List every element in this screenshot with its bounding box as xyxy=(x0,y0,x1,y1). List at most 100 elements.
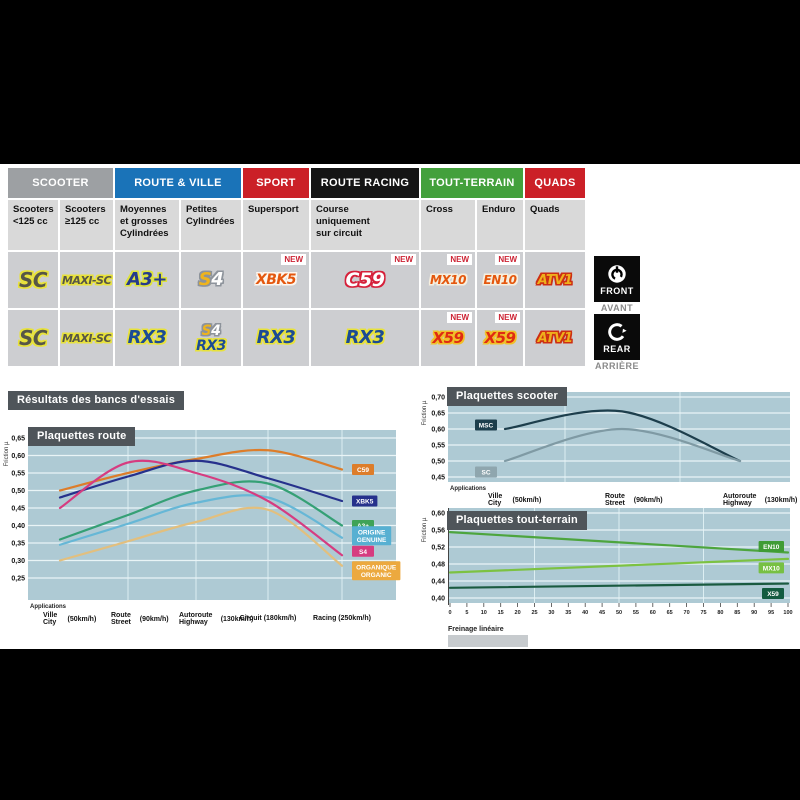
svg-text:Highway: Highway xyxy=(723,500,752,507)
front-label: FRONT xyxy=(600,285,634,296)
cell-rear-5: RX3 xyxy=(311,310,419,366)
new-badge: NEW xyxy=(281,254,306,265)
svg-text:25: 25 xyxy=(531,610,537,616)
logo-sc: SC xyxy=(18,268,48,292)
svg-text:75: 75 xyxy=(700,610,706,616)
column-header-5: Course uniquement sur circuit xyxy=(311,200,419,250)
svg-text:MX10: MX10 xyxy=(763,565,780,572)
chart-title-scooter: Plaquettes scooter xyxy=(447,387,568,406)
svg-text:Friction µ: Friction µ xyxy=(4,441,10,466)
svg-text:Street: Street xyxy=(111,619,132,626)
svg-text:(130km/h): (130km/h) xyxy=(765,497,798,504)
rear-axle-box: REAR xyxy=(594,314,640,360)
logo-c59: C59 xyxy=(345,268,385,291)
svg-text:Circuit (180km/h): Circuit (180km/h) xyxy=(240,615,297,622)
svg-text:0,40: 0,40 xyxy=(431,596,445,603)
svg-text:0,48: 0,48 xyxy=(431,562,445,569)
logo-x59: X59 xyxy=(484,328,516,347)
svg-text:35: 35 xyxy=(565,610,571,616)
rear-brake-disc-icon xyxy=(608,322,627,341)
svg-text:0,60: 0,60 xyxy=(431,511,445,518)
cell-front-1: MAXI-SC xyxy=(60,252,113,308)
column-header-3: Petites Cylindrées xyxy=(181,200,241,250)
logo-atv1: ATV1 xyxy=(537,272,573,288)
column-header-7: Enduro xyxy=(477,200,523,250)
svg-text:0,25: 0,25 xyxy=(11,576,25,583)
svg-text:Autoroute: Autoroute xyxy=(179,612,213,619)
cell-front-0: SC xyxy=(8,252,58,308)
cell-rear-2: RX3 xyxy=(115,310,179,366)
svg-text:0,50: 0,50 xyxy=(11,488,25,495)
friction-chart-scooter: 0,70 0,65 0,60 0,55 0,50 0,45 Friction µ MSC SC A… xyxy=(422,392,798,507)
svg-text:(90km/h): (90km/h) xyxy=(140,616,169,623)
svg-text:0,52: 0,52 xyxy=(431,545,445,552)
svg-text:City: City xyxy=(43,619,56,626)
logo-s4: S4 xyxy=(198,269,224,290)
front-sub-label: AVANT xyxy=(600,303,634,313)
svg-text:95: 95 xyxy=(768,610,774,616)
logo-rx3: RX3 xyxy=(345,327,385,348)
svg-text:60: 60 xyxy=(650,610,656,616)
cell-rear-6: NEW X59 xyxy=(421,310,475,366)
legend-badge-mx10: MX10 xyxy=(758,562,784,574)
front-axle-label: FRONT AVANT xyxy=(590,256,644,313)
svg-text:ORGANIC: ORGANIC xyxy=(361,572,392,579)
svg-text:MSC: MSC xyxy=(479,423,494,430)
front-brake-disc-icon xyxy=(608,264,626,283)
rear-axle-label: REAR ARRIÈRE xyxy=(590,314,644,371)
new-badge: NEW xyxy=(447,312,472,323)
group-header-quads: QUADS xyxy=(525,168,585,198)
logo-mx10: MX10 xyxy=(430,273,466,287)
svg-text:0,65: 0,65 xyxy=(11,436,25,443)
logo-rx3: RX3 xyxy=(127,327,167,348)
cell-rear-0: SC xyxy=(8,310,58,366)
svg-text:(90km/h): (90km/h) xyxy=(634,497,663,504)
legend-badge-sc: SC xyxy=(475,466,497,478)
svg-text:S4: S4 xyxy=(359,549,367,556)
svg-text:Route: Route xyxy=(605,493,625,500)
cell-rear-7: NEW X59 xyxy=(477,310,523,366)
svg-text:5: 5 xyxy=(465,610,468,616)
column-header-6: Cross xyxy=(421,200,475,250)
svg-text:0,50: 0,50 xyxy=(431,459,445,466)
logo-atv1: ATV1 xyxy=(537,330,573,346)
chart-title-route: Plaquettes route xyxy=(28,427,136,446)
svg-text:Friction µ: Friction µ xyxy=(422,517,428,542)
svg-text:C59: C59 xyxy=(357,467,369,474)
svg-text:0,40: 0,40 xyxy=(11,523,25,530)
svg-text:Racing (250km/h): Racing (250km/h) xyxy=(313,615,371,622)
new-badge: NEW xyxy=(391,254,416,265)
cell-rear-8: ATV1 xyxy=(525,310,585,366)
svg-text:XBK5: XBK5 xyxy=(356,499,374,506)
logo-x59: X59 xyxy=(432,328,464,347)
column-header-1: Scooters ≥125 cc xyxy=(60,200,113,250)
group-header-sport: SPORT xyxy=(243,168,309,198)
svg-text:Friction µ: Friction µ xyxy=(422,400,428,425)
svg-text:100: 100 xyxy=(783,610,792,616)
chart-title-tout-terrain: Plaquettes tout-terrain xyxy=(447,511,587,530)
svg-text:15: 15 xyxy=(498,610,504,616)
svg-text:Street: Street xyxy=(605,500,626,507)
svg-text:65: 65 xyxy=(667,610,673,616)
svg-text:Autoroute: Autoroute xyxy=(723,493,757,500)
group-header-tout-terrain: TOUT-TERRAIN xyxy=(421,168,523,198)
logo-en10: EN10 xyxy=(483,273,517,287)
svg-text:(50km/h): (50km/h) xyxy=(513,497,542,504)
svg-text:Freinage linéaire: Freinage linéaire xyxy=(448,626,504,633)
svg-text:0,60: 0,60 xyxy=(431,427,445,434)
logo-a3: A3+ xyxy=(126,269,168,290)
svg-text:0,45: 0,45 xyxy=(431,475,445,482)
svg-text:90: 90 xyxy=(751,610,757,616)
legend-badge-s4: S4 xyxy=(352,545,374,557)
svg-text:Ville: Ville xyxy=(488,493,502,500)
svg-text:0,60: 0,60 xyxy=(11,453,25,460)
product-compatibility-table: SCOOTER ROUTE & VILLE SPORT ROUTE RACING TOU… xyxy=(8,168,585,366)
column-header-2: Moyennes et grosses Cylindrées xyxy=(115,200,179,250)
logo-xbk5: XBK5 xyxy=(255,272,297,288)
svg-text:0,70: 0,70 xyxy=(431,395,445,402)
svg-text:Applications: Applications xyxy=(30,604,67,610)
svg-text:70: 70 xyxy=(684,610,690,616)
svg-text:0: 0 xyxy=(448,610,451,616)
cell-rear-1: MAXI-SC xyxy=(60,310,113,366)
